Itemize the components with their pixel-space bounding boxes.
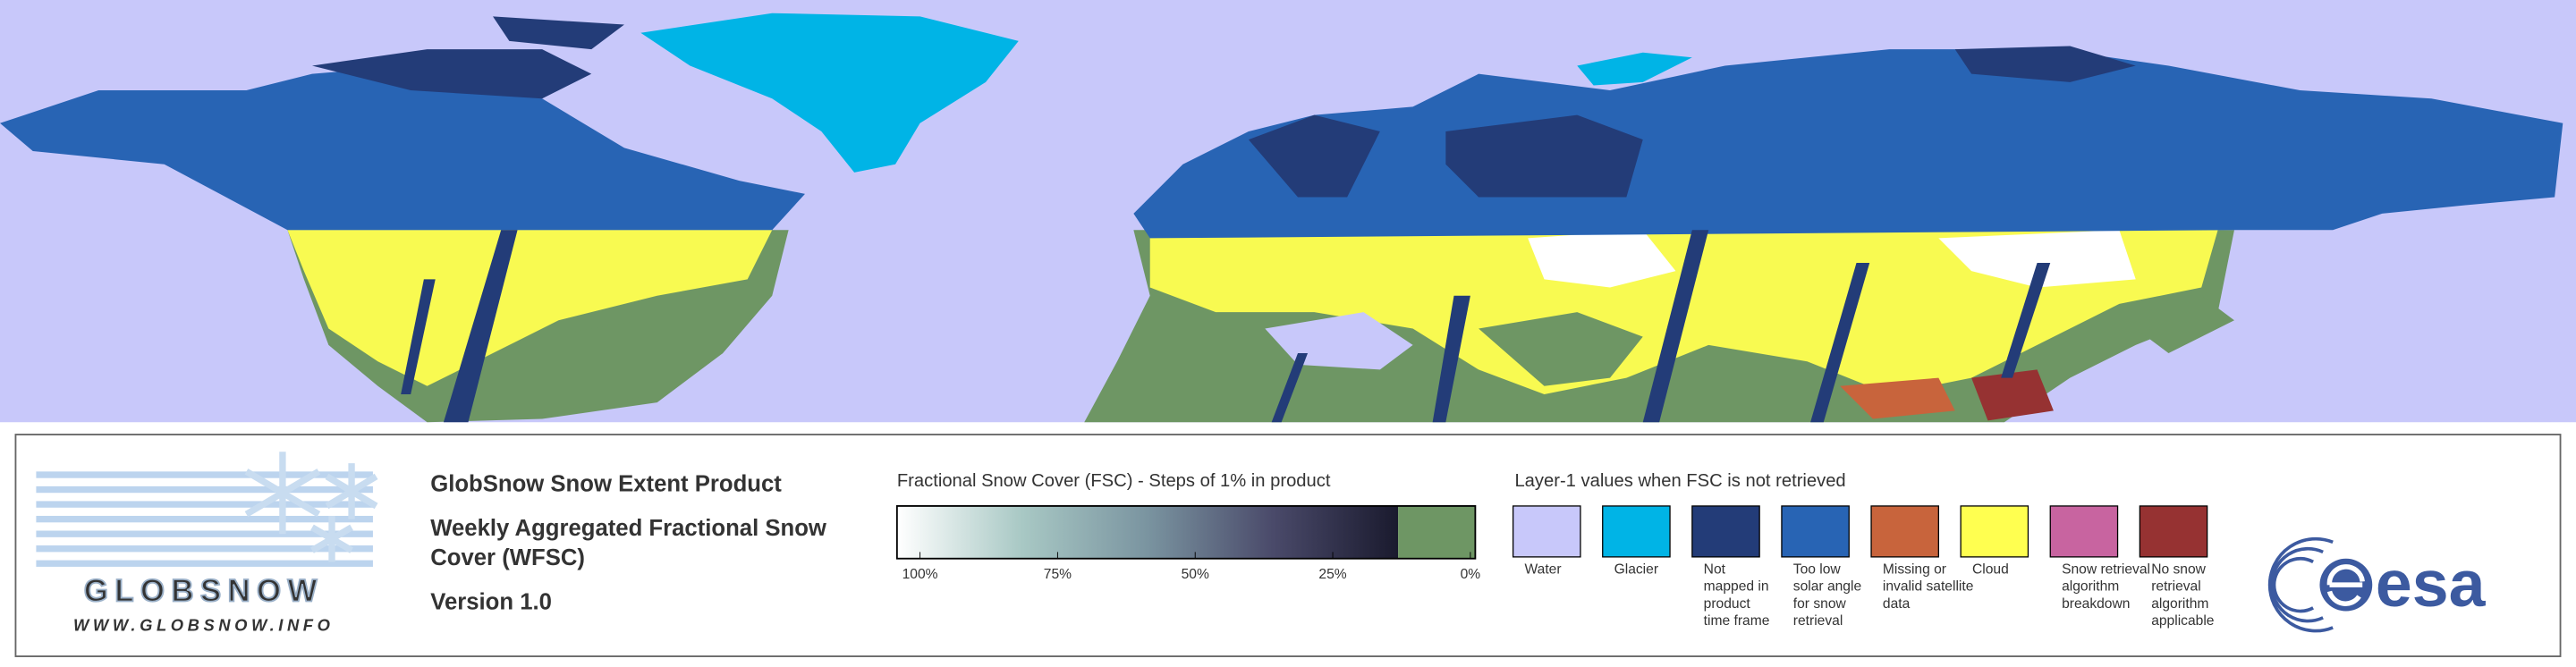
legend-label: Glacier [1614,561,1658,577]
legend-label: Cloud [1972,561,2009,577]
legend-label: retrieval [1793,613,1843,629]
legend-label: retrieval [2151,579,2201,595]
fsc-tick-label: 25% [1318,567,1346,582]
logo-url: WWW.GLOBSNOW.INFO [73,616,334,635]
legend-label: Missing or [1883,561,1946,577]
legend-label: No snow [2151,561,2206,577]
legend-label: Not [1704,561,1726,577]
legend-label: Water [1524,561,1561,577]
logo-name: GLOBSNOW [84,573,324,608]
legend-swatch [1691,505,1760,558]
fsc-legend-title: Fractional Snow Cover (FSC) - Steps of 1… [897,471,1331,491]
layer1-legend-title: Layer-1 values when FSC is not retrieved [1514,471,1845,491]
product-version: Version 1.0 [430,590,552,615]
legend-label: algorithm [2062,579,2119,595]
snow-map [0,13,2563,423]
legend-label: product [1704,596,1751,612]
fsc-colorbar: 100% 75% 50% 25% 0% [895,505,1481,582]
fsc-tick-label: 100% [902,567,938,582]
legend-label: algorithm [2151,596,2208,612]
legend-label: mapped in [1704,579,1769,595]
globsnow-logo: GLOBSNOW WWW.GLOBSNOW.INFO [36,452,378,635]
legend-swatch [2049,505,2119,558]
product-subtitle: Weekly Aggregated Fractional Snow [430,516,827,541]
legend-swatch [2139,505,2208,558]
fsc-gradient [896,505,1399,559]
legend-swatch [1781,505,1850,558]
agency-name: esa [2376,546,2487,621]
legend-label: time frame [1704,613,1770,629]
legend-label: Too low [1793,561,1842,577]
legend-label: data [1883,596,1911,612]
product-subtitle: Cover (WFSC) [430,545,585,570]
fsc-no-snow [1398,505,1476,559]
product-title: GlobSnow Snow Extent Product [430,471,782,496]
esa-logo: esa [2267,536,2487,633]
legend-label: solar angle [1793,579,1861,595]
legend-swatch [1512,505,1581,558]
legend-swatch [1870,505,1939,558]
fsc-tick-label: 50% [1182,567,1209,582]
legend-label: applicable [2151,613,2214,629]
fsc-frame [895,505,1477,560]
legend-label: Snow retrieval [2062,561,2150,577]
fsc-tick-label: 0% [1461,567,1481,582]
legend-label: invalid satellite [1883,579,1973,595]
legend-swatch [1960,505,2029,558]
legend-label: breakdown [2062,596,2130,612]
legend-label: for snow [1793,596,1847,612]
legend-swatch [1602,505,1671,558]
fsc-tick-label: 75% [1044,567,1072,582]
